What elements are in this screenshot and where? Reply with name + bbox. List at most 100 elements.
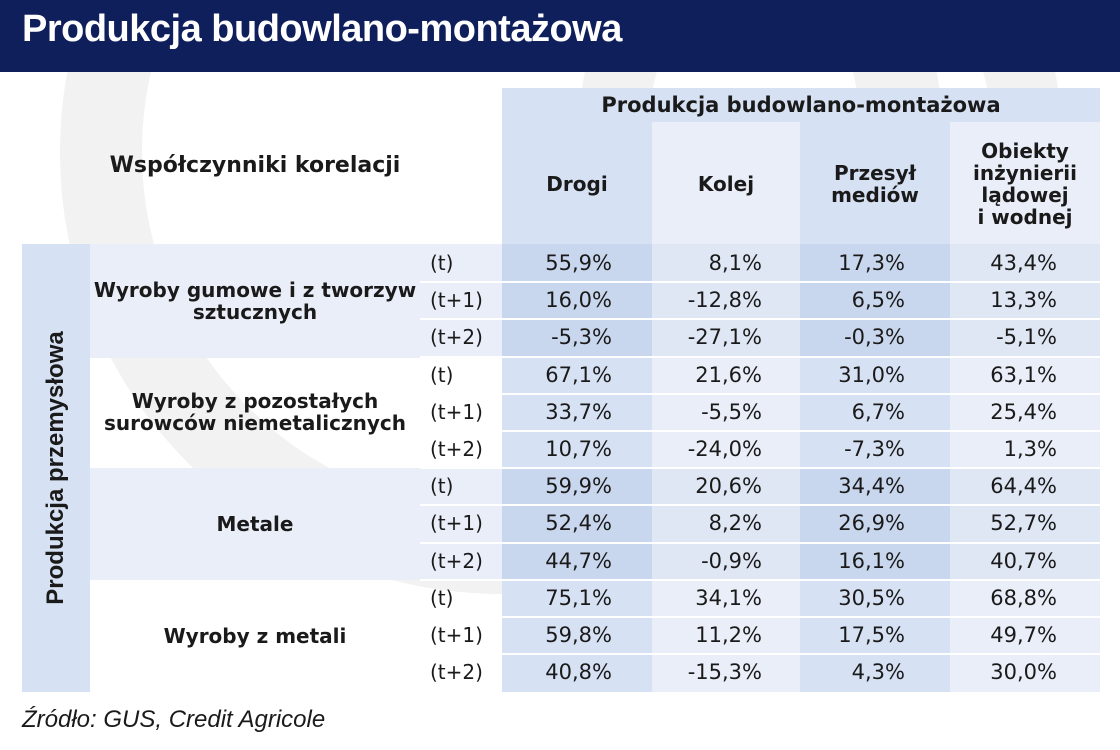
- period-label: (t): [430, 474, 454, 498]
- column-band-drogi: [502, 88, 652, 692]
- table-cell: 4,3%: [851, 660, 905, 684]
- table-cell: 55,9%: [545, 251, 612, 275]
- period-label: (t+1): [430, 623, 483, 647]
- band-overlay-5: [652, 244, 800, 358]
- table-cell: -24,0%: [687, 437, 762, 461]
- table-cell: 44,7%: [545, 549, 612, 573]
- row-separator: [420, 504, 1100, 506]
- table-cell: 1,3%: [1003, 437, 1057, 461]
- title-bar: Produkcja budowlano-montażowa: [0, 0, 1120, 72]
- table-cell: 49,7%: [990, 623, 1057, 647]
- row-separator: [420, 393, 1100, 395]
- table-cell: 59,8%: [545, 623, 612, 647]
- band-overlay-8: [950, 468, 1100, 580]
- table-cell: -7,3%: [844, 437, 905, 461]
- period-label: (t+1): [430, 288, 483, 312]
- table-cell: 13,3%: [990, 288, 1057, 312]
- table-cell: 20,6%: [695, 474, 762, 498]
- band-overlay-3: [502, 468, 652, 580]
- group-label-gumowe-line2: sztucznych: [192, 300, 318, 324]
- group-label-niemetaliczne-line1: Wyroby z pozostałych: [131, 389, 379, 413]
- row-separator: [420, 430, 1100, 432]
- column-header-obiekty: Obiekty inżynierii lądowej i wodnej: [950, 124, 1100, 244]
- table-cell: 59,9%: [545, 474, 612, 498]
- band-overlay-1: [502, 244, 652, 358]
- group-label-wyroby-z-metali: Wyroby z metali: [163, 624, 347, 648]
- table-cell: 33,7%: [545, 400, 612, 424]
- table-cell: -0,3%: [844, 325, 905, 349]
- column-band-kolej: [652, 88, 800, 692]
- period-label: (t): [430, 586, 454, 610]
- band-overlay-2: [800, 244, 950, 358]
- row-group-label: Produkcja przemysłowa: [42, 331, 69, 605]
- group-band-1: [90, 244, 502, 358]
- table-cell: 31,0%: [838, 363, 905, 387]
- column-header-obiekty-line2: inżynierii: [972, 161, 1077, 185]
- row-separator: [420, 542, 1100, 544]
- column-header-obiekty-line4: i wodnej: [977, 205, 1073, 229]
- table-cell: -12,8%: [687, 288, 762, 312]
- column-header-przesyl-line2: mediów: [831, 183, 919, 207]
- table-cell: 16,0%: [545, 288, 612, 312]
- row-separator: [420, 467, 1100, 469]
- column-band-obiekty: [950, 88, 1100, 692]
- table-cell: 8,2%: [708, 511, 762, 535]
- table-cell: 34,4%: [838, 474, 905, 498]
- table-cell: 75,1%: [545, 586, 612, 610]
- table-cell: 11,2%: [695, 623, 762, 647]
- table-cell: 6,7%: [851, 400, 905, 424]
- corner-label: Współczynniki korelacji: [109, 152, 401, 178]
- table-cell: 40,8%: [545, 660, 612, 684]
- band-overlay-6: [950, 244, 1100, 358]
- band-overlay-4: [800, 468, 950, 580]
- group-label-gumowe: Wyroby gumowe i z tworzyw sztucznych: [90, 244, 420, 358]
- column-header-przesyl: Przesył mediów: [800, 124, 950, 244]
- table-cell: 43,4%: [990, 251, 1057, 275]
- period-label: (t): [430, 251, 454, 275]
- table-cell: 52,4%: [545, 511, 612, 535]
- row-separator: [420, 616, 1100, 618]
- table-cell: 17,5%: [838, 623, 905, 647]
- table-cell: 10,7%: [545, 437, 612, 461]
- group-label-niemetaliczne: Wyroby z pozostałych surowców niemetalic…: [90, 356, 420, 468]
- column-group-header: Produkcja budowlano-montażowa: [502, 88, 1100, 122]
- period-label: (t+2): [430, 660, 483, 684]
- row-separator: [420, 281, 1100, 283]
- table-cell: 52,7%: [990, 511, 1057, 535]
- table-cell: -5,1%: [996, 325, 1057, 349]
- row-separator: [420, 318, 1100, 320]
- column-header-drogi: Drogi: [546, 172, 608, 196]
- column-header-obiekty-line1: Obiekty: [981, 139, 1069, 163]
- table-cell: 17,3%: [838, 251, 905, 275]
- table-cell: 68,8%: [990, 586, 1057, 610]
- group-label-gumowe-line1: Wyroby gumowe i z tworzyw: [93, 278, 417, 302]
- period-label: (t+2): [430, 437, 483, 461]
- table-cell: 67,1%: [545, 363, 612, 387]
- group-label-metale: Metale: [216, 512, 294, 536]
- table-cell: -0,9%: [701, 549, 762, 573]
- row-group-label-cell: Produkcja przemysłowa: [22, 244, 90, 692]
- column-band-przesyl: [800, 88, 950, 692]
- table-cell: 6,5%: [851, 288, 905, 312]
- table-cell: 25,4%: [990, 400, 1057, 424]
- column-header-kolej: Kolej: [697, 172, 755, 196]
- table-cell: 34,1%: [695, 586, 762, 610]
- column-header-przesyl-line1: Przesył: [833, 161, 917, 185]
- period-label: (t+2): [430, 325, 483, 349]
- group-band-3: [90, 468, 502, 580]
- page-title: Produkcja budowlano-montażowa: [22, 8, 622, 50]
- table-cell: 8,1%: [708, 251, 762, 275]
- table-cell: -15,3%: [687, 660, 762, 684]
- row-separator: [420, 356, 1100, 358]
- table-cell: 63,1%: [990, 363, 1057, 387]
- table-cell: 40,7%: [990, 549, 1057, 573]
- table-cell: 16,1%: [838, 549, 905, 573]
- table-cell: -5,5%: [701, 400, 762, 424]
- band-overlay-7: [652, 468, 800, 580]
- period-label: (t+1): [430, 511, 483, 535]
- row-separator: [420, 653, 1100, 655]
- source-note: Źródło: GUS, Credit Agricole: [22, 706, 326, 733]
- period-label: (t+1): [430, 400, 483, 424]
- table-cell: 64,4%: [990, 474, 1057, 498]
- table-cell: 30,5%: [838, 586, 905, 610]
